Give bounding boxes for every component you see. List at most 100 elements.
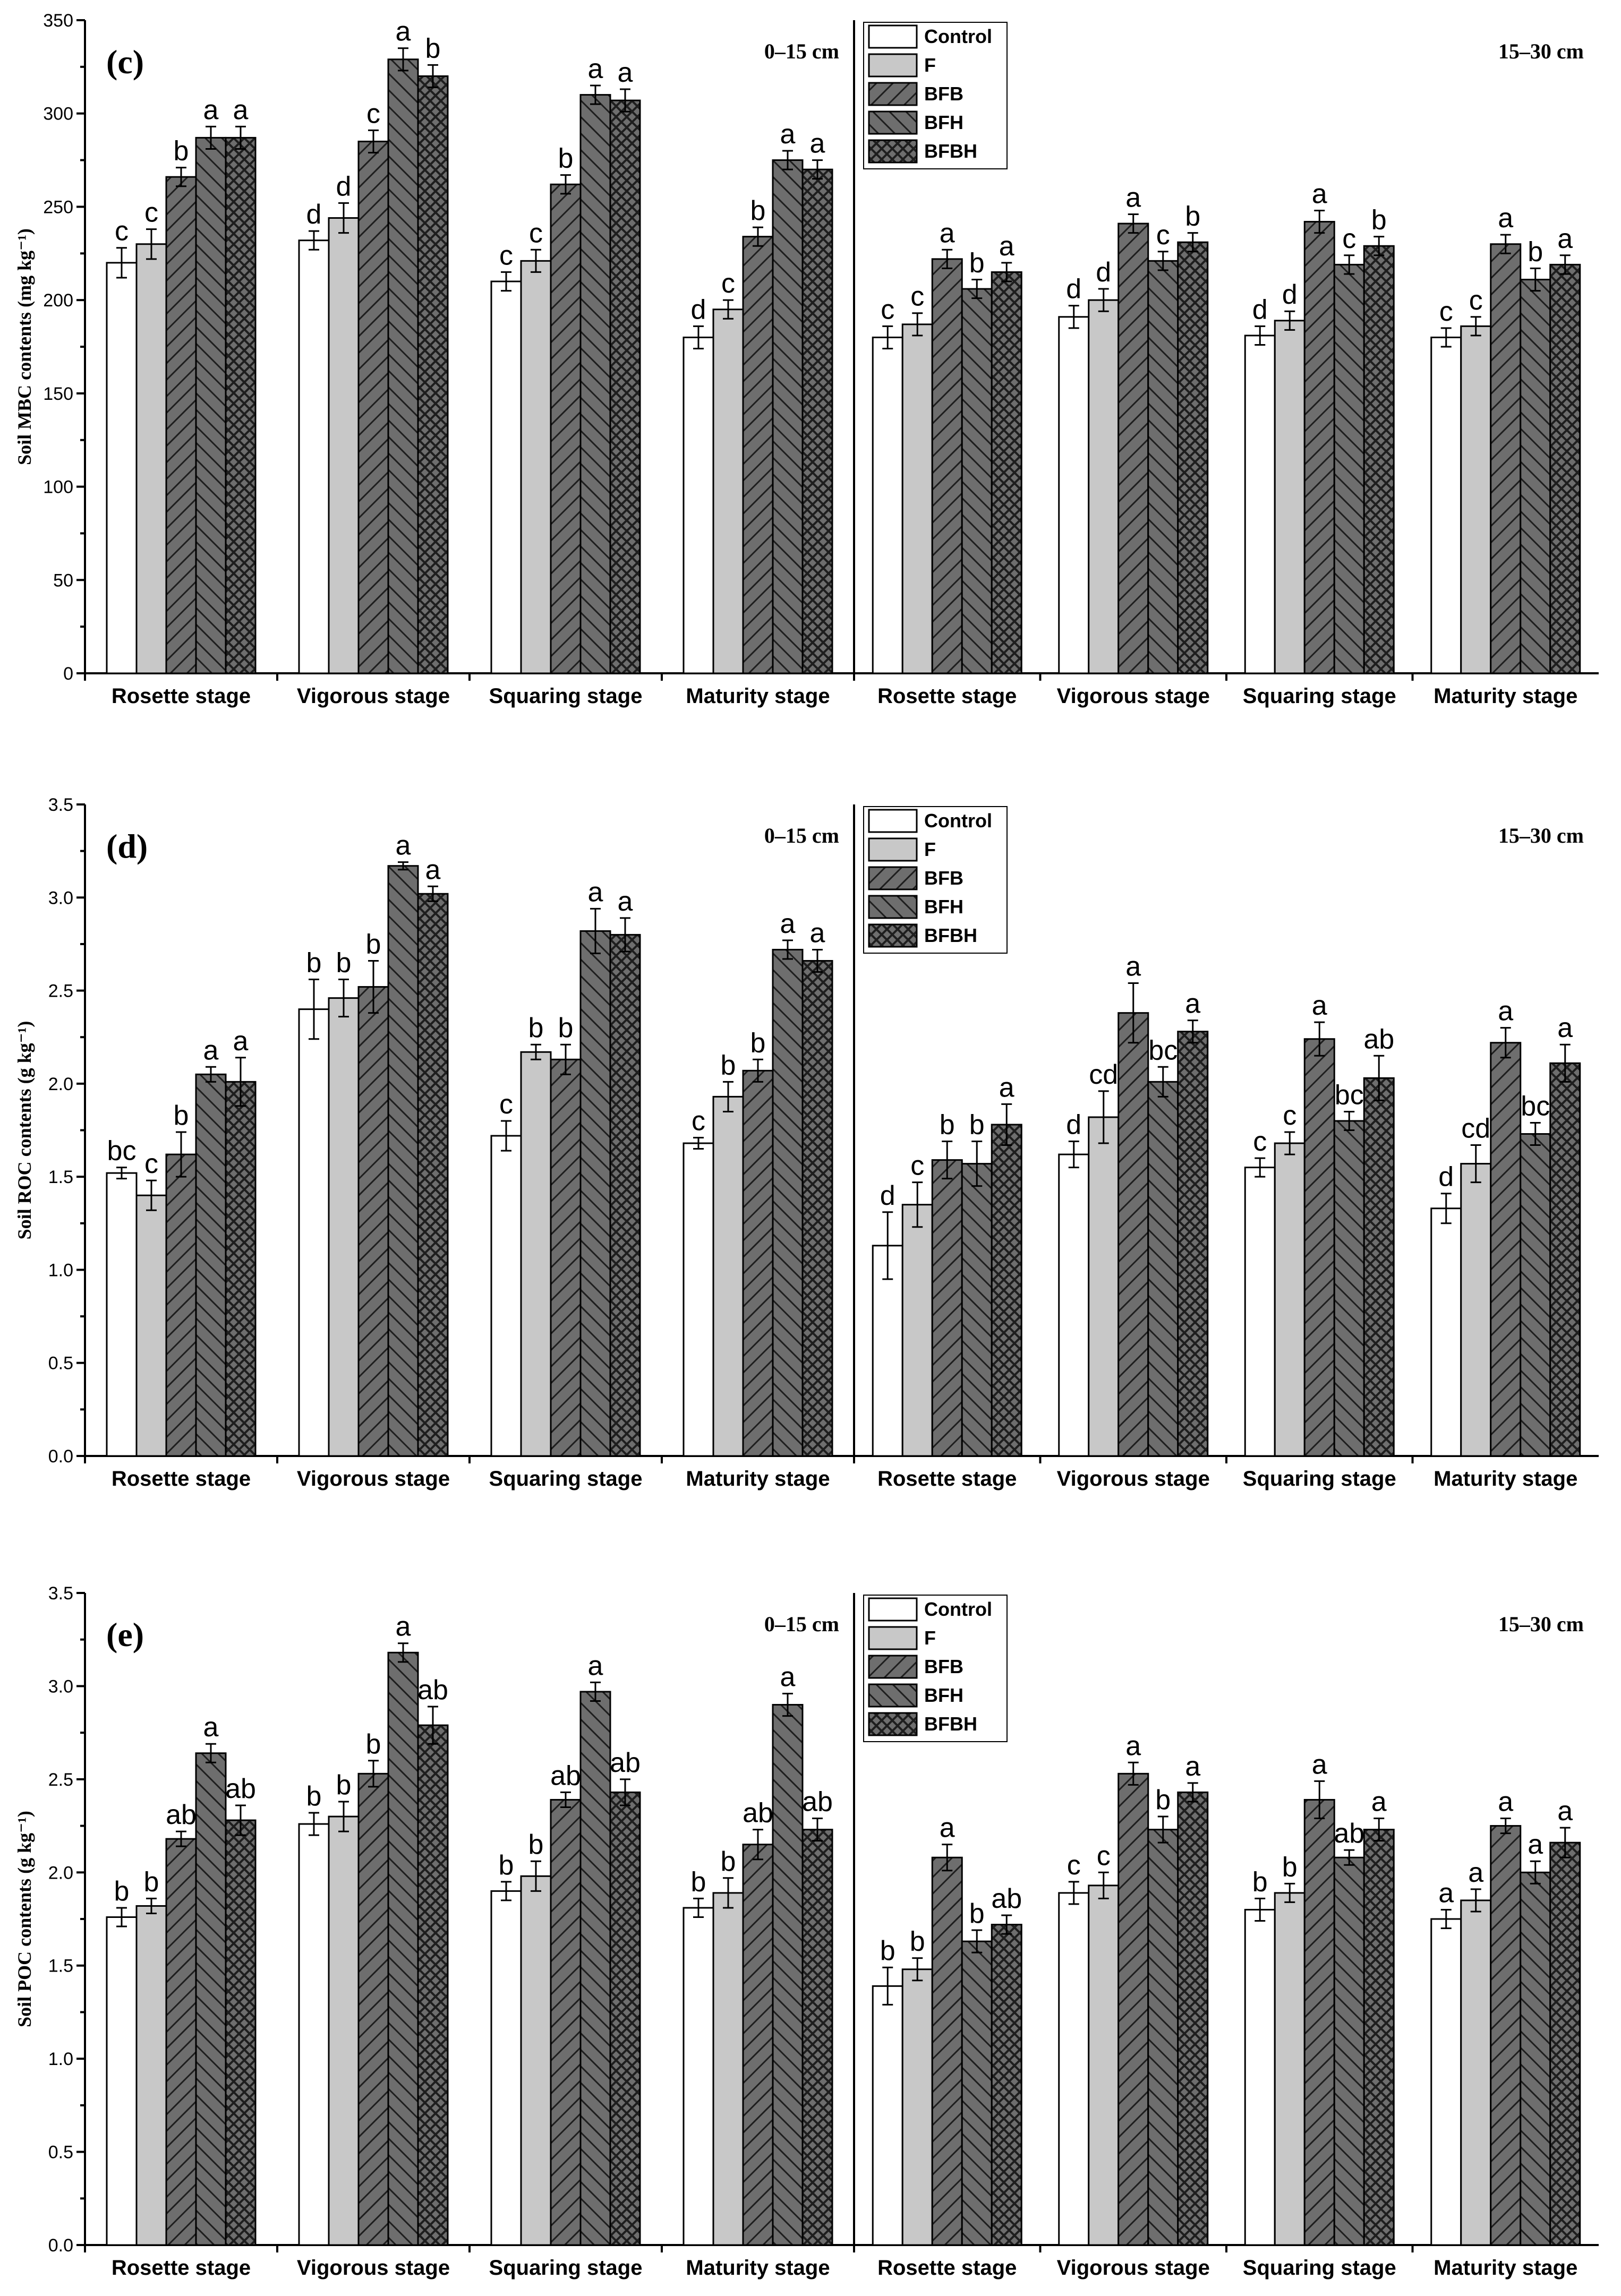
significance-letter: b	[336, 1770, 352, 1801]
bar-bfbh	[1363, 1077, 1395, 1457]
significance-letter: c	[499, 240, 513, 271]
bar-bfh	[1147, 260, 1179, 674]
significance-letter: b	[144, 1866, 159, 1897]
legend-swatch-bfbh	[868, 139, 918, 164]
significance-letter: a	[1125, 1730, 1141, 1761]
legend-label: BFH	[924, 1684, 963, 1706]
significance-letter: ab	[802, 1787, 833, 1818]
bar-control	[872, 1985, 903, 2246]
bar-bfb	[931, 1856, 963, 2246]
significance-letter: cd	[1089, 1059, 1118, 1090]
bar-f	[328, 217, 360, 674]
bar-bfbh	[417, 1724, 449, 2246]
bar-f	[520, 1875, 552, 2246]
significance-letter: c	[499, 1089, 513, 1120]
legend-label: BFB	[924, 83, 963, 105]
bar-bfh	[961, 1940, 993, 2246]
x-tick-label: Vigorous stage	[297, 1467, 450, 1490]
legend-swatch-bfh	[868, 1683, 918, 1708]
significance-letter: ab	[991, 1883, 1022, 1914]
bar-control	[682, 1142, 714, 1457]
significance-letter: b	[558, 143, 574, 174]
bar-bfh	[1333, 263, 1365, 674]
significance-letter: b	[1155, 1785, 1171, 1815]
legend-swatch-f	[868, 53, 918, 78]
x-tick-label: Rosette stage	[877, 2256, 1017, 2280]
bar-f	[712, 1892, 744, 2246]
bar-control	[872, 336, 903, 674]
x-tick-label: Rosette stage	[112, 1467, 251, 1490]
bar-bfh	[772, 159, 804, 674]
bar-control	[682, 336, 714, 674]
significance-letter: c	[1439, 296, 1453, 327]
bar-bfbh	[1549, 1841, 1581, 2246]
significance-letter: b	[1528, 236, 1543, 267]
bar-bfbh	[1363, 1829, 1395, 2246]
panel-label: (c)	[106, 43, 144, 81]
significance-letter: b	[558, 1013, 574, 1043]
bar-f	[901, 323, 933, 674]
bar-bfb	[550, 183, 582, 674]
significance-letter: ab	[743, 1798, 773, 1829]
significance-letter: a	[425, 854, 441, 885]
bar-control	[1430, 1918, 1462, 2246]
bar-f	[712, 309, 744, 674]
significance-letter: a	[233, 95, 249, 125]
bar-bfh	[961, 288, 993, 674]
y-tick-label: 50	[53, 570, 73, 590]
y-tick-label: 1.0	[48, 2049, 73, 2069]
y-tick-label: 3.0	[48, 888, 73, 908]
significance-letter: c	[115, 216, 129, 247]
significance-letter: a	[618, 886, 633, 917]
significance-letter: b	[969, 247, 985, 278]
bar-bfb	[550, 1058, 582, 1457]
bar-f	[901, 1204, 933, 1457]
bar-bfb	[1303, 1798, 1335, 2246]
bar-bfbh	[991, 1124, 1022, 1457]
significance-letter: a	[588, 877, 603, 907]
significance-letter: b	[969, 1898, 985, 1929]
bar-bfh	[1333, 1120, 1365, 1457]
legend-swatch-control	[868, 809, 918, 833]
legend-label: BFBH	[924, 140, 977, 162]
significance-letter: b	[114, 1876, 130, 1907]
bar-bfh	[579, 1691, 611, 2246]
x-tick-label: Rosette stage	[112, 684, 251, 708]
legend-label: BFBH	[924, 1713, 977, 1735]
significance-letter: a	[1498, 996, 1513, 1027]
legend-label: BFH	[924, 896, 963, 918]
bar-bfbh	[991, 1924, 1022, 2246]
significance-letter: b	[1282, 1852, 1298, 1882]
significance-letter: ab	[225, 1774, 256, 1804]
depth-label: 15–30 cm	[1498, 39, 1584, 63]
y-tick-label: 3.5	[48, 1583, 73, 1604]
y-tick-label: 0	[63, 664, 73, 684]
bar-bfbh	[417, 75, 449, 674]
significance-letter: b	[528, 1829, 544, 1860]
x-tick-label: Rosette stage	[877, 1467, 1017, 1490]
x-tick-label: Maturity stage	[1434, 2256, 1577, 2280]
bar-bfb	[1117, 1012, 1149, 1457]
bar-control	[298, 239, 330, 674]
significance-letter: b	[880, 1935, 895, 1966]
significance-letter: b	[366, 1729, 381, 1760]
legend-label: Control	[924, 810, 992, 832]
panel-label: (d)	[106, 827, 148, 865]
bar-control	[298, 1008, 330, 1457]
bar-bfb	[1303, 1038, 1335, 1457]
bar-bfbh	[1363, 245, 1395, 674]
significance-letter: a	[810, 128, 825, 159]
x-tick-label: Maturity stage	[686, 1467, 830, 1490]
bar-bfb	[931, 258, 963, 674]
significance-letter: b	[969, 1110, 985, 1141]
bar-control	[106, 262, 138, 674]
bar-f	[328, 1815, 360, 2246]
significance-letter: ab	[166, 1800, 197, 1830]
bar-bfh	[579, 930, 611, 1457]
y-tick-label: 0.5	[48, 2143, 73, 2163]
bar-bfb	[357, 140, 389, 674]
significance-letter: a	[618, 57, 633, 88]
significance-letter: b	[528, 1013, 544, 1043]
x-tick-label: Squaring stage	[489, 684, 643, 708]
